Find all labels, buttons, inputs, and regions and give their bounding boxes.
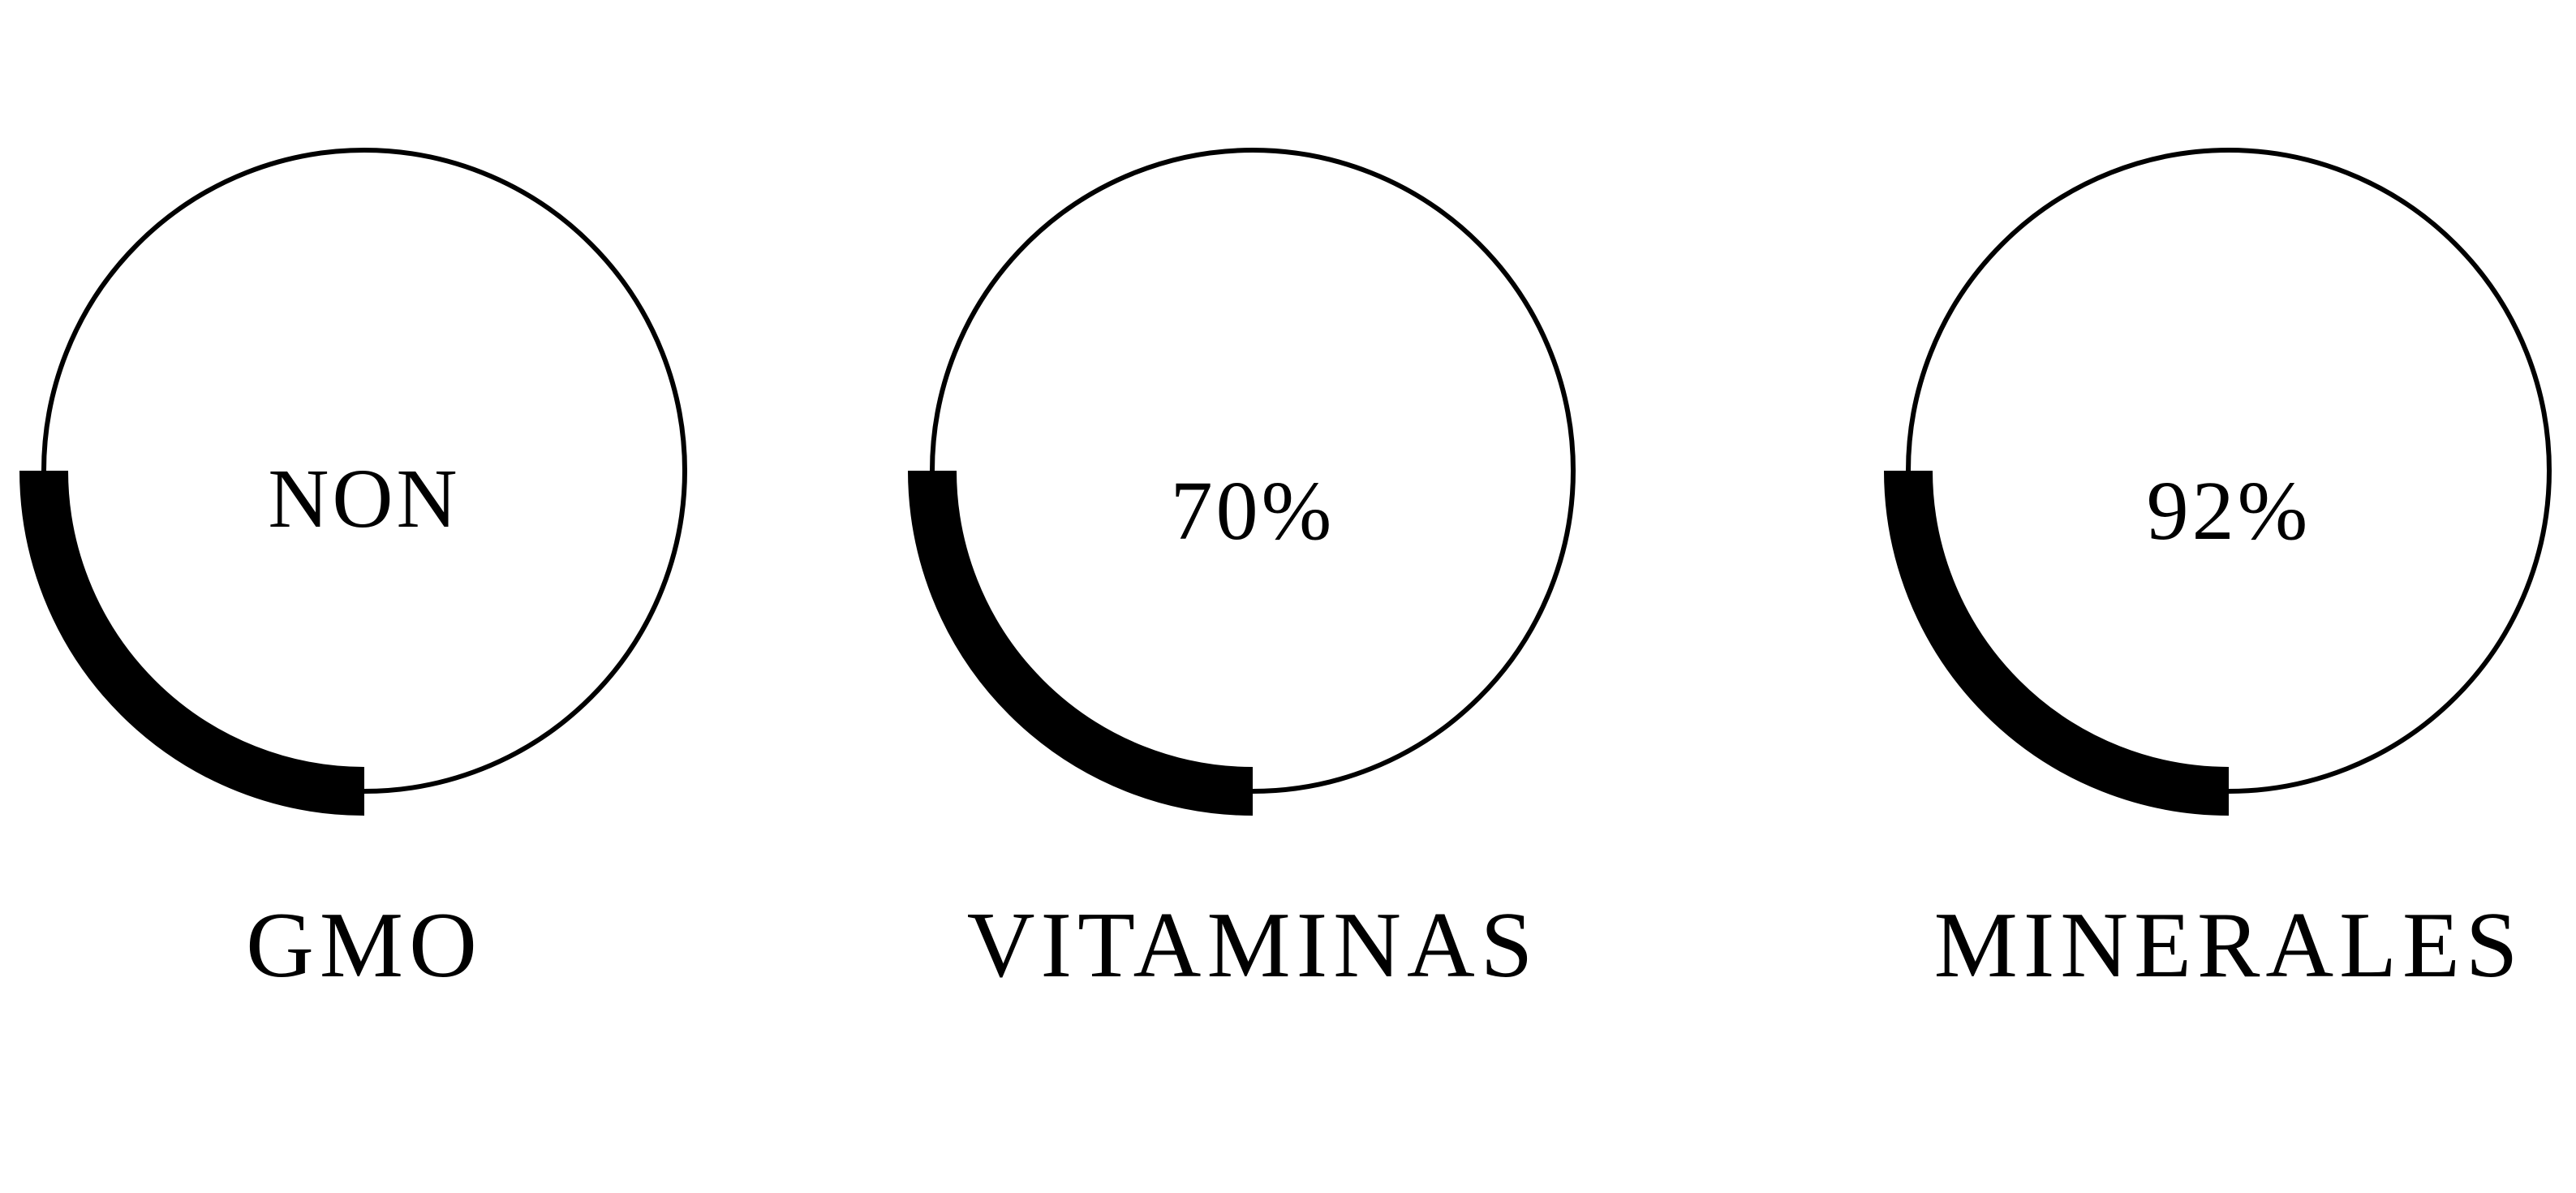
badge-center-text: 92% bbox=[2146, 464, 2312, 558]
badge-caption: GMO bbox=[246, 894, 483, 997]
badge-vitaminas: 70% VITAMINAS bbox=[888, 0, 1700, 1193]
ring-icon bbox=[1884, 148, 2552, 816]
badge-caption: VITAMINAS bbox=[966, 894, 1539, 997]
ring-icon bbox=[908, 148, 1576, 816]
badge-center-text: NON bbox=[268, 452, 461, 545]
badge-minerales: 92% MINERALES bbox=[1864, 0, 2576, 1193]
badge-center-text: 70% bbox=[1170, 464, 1335, 558]
badge-caption: MINERALES bbox=[1933, 894, 2524, 997]
ring-icon bbox=[19, 148, 687, 816]
badge-non-gmo: NON GMO bbox=[0, 0, 811, 1193]
